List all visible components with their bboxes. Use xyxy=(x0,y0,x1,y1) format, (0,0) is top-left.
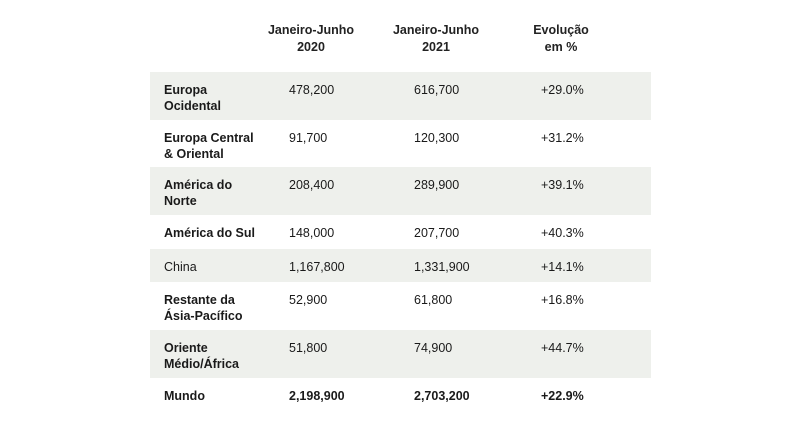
region-cell: Europa Ocidental xyxy=(164,82,284,114)
header-change: Evolução em % xyxy=(501,22,621,56)
value-2021-cell: 207,700 xyxy=(414,226,460,240)
table-row: China 1,167,800 1,331,900 +14.1% xyxy=(150,249,651,282)
region-line: Europa xyxy=(164,83,208,97)
change-cell: +14.1% xyxy=(541,260,584,274)
table-row: Mundo 2,198,900 2,703,200 +22.9% xyxy=(150,378,651,415)
value-2020-cell: 52,900 xyxy=(289,293,328,307)
table-row: América do Sul 148,000 207,700 +40.3% xyxy=(150,215,651,249)
change-cell: +29.0% xyxy=(541,83,584,97)
value-2021-cell: 289,900 xyxy=(414,178,460,192)
region-line: América do Sul xyxy=(164,226,255,240)
table-row: Restante da Ásia-Pacífico 52,900 61,800 +16.… xyxy=(150,282,651,330)
region-line: Restante da xyxy=(164,293,235,307)
region-line: Europa Central xyxy=(164,131,254,145)
change-cell: +16.8% xyxy=(541,293,584,307)
value-2021-cell: 74,900 xyxy=(414,341,453,355)
table-row: América do Norte 208,400 289,900 +39.1% xyxy=(150,167,651,215)
change-cell: +40.3% xyxy=(541,226,584,240)
value-2021-cell: 120,300 xyxy=(414,131,460,145)
change-cell: +44.7% xyxy=(541,341,584,355)
header-2021-line1: Janeiro-Junho xyxy=(392,23,480,37)
header-2020: Janeiro-Junho 2020 xyxy=(251,22,371,56)
region-cell: Oriente Médio/África xyxy=(164,340,284,372)
value-2021-cell: 616,700 xyxy=(414,83,460,97)
header-2020-line2: 2020 xyxy=(297,40,325,54)
region-cell: Mundo xyxy=(164,388,284,404)
region-line: Ocidental xyxy=(164,99,221,113)
value-2020-cell: 1,167,800 xyxy=(289,260,345,274)
value-2021-cell: 1,331,900 xyxy=(414,260,470,274)
value-2020-cell: 2,198,900 xyxy=(289,389,345,403)
region-line: Oriente xyxy=(164,341,208,355)
header-change-line2: em % xyxy=(544,40,578,54)
value-2021-cell: 2,703,200 xyxy=(414,389,470,403)
region-line: Médio/África xyxy=(164,357,240,371)
table-row: Europa Ocidental 478,200 616,700 +29.0% xyxy=(150,72,651,120)
value-2020-cell: 51,800 xyxy=(289,341,328,355)
table-row: Oriente Médio/África 51,800 74,900 +44.7% xyxy=(150,330,651,378)
table-row: Europa Central & Oriental 91,700 120,300 +31… xyxy=(150,120,651,167)
region-line: China xyxy=(164,260,197,274)
region-cell: China xyxy=(164,259,284,275)
region-cell: América do Sul xyxy=(164,225,284,241)
region-line: Mundo xyxy=(164,389,205,403)
value-2020-cell: 208,400 xyxy=(289,178,335,192)
header-change-line1: Evolução xyxy=(533,23,589,37)
header-2021-line2: 2021 xyxy=(422,40,450,54)
region-line: Norte xyxy=(164,194,197,208)
change-cell: +39.1% xyxy=(541,178,584,192)
region-cell: Europa Central & Oriental xyxy=(164,130,284,162)
header-2020-line1: Janeiro-Junho xyxy=(267,23,355,37)
change-cell: +31.2% xyxy=(541,131,584,145)
region-cell: Restante da Ásia-Pacífico xyxy=(164,292,284,324)
value-2020-cell: 148,000 xyxy=(289,226,335,240)
value-2021-cell: 61,800 xyxy=(414,293,453,307)
region-line: América do xyxy=(164,178,233,192)
value-2020-cell: 478,200 xyxy=(289,83,335,97)
header-2021: Janeiro-Junho 2021 xyxy=(376,22,496,56)
value-2020-cell: 91,700 xyxy=(289,131,328,145)
region-line: & Oriental xyxy=(164,147,224,161)
region-line: Ásia-Pacífico xyxy=(164,309,243,323)
region-cell: América do Norte xyxy=(164,177,284,209)
change-cell: +22.9% xyxy=(541,389,584,403)
